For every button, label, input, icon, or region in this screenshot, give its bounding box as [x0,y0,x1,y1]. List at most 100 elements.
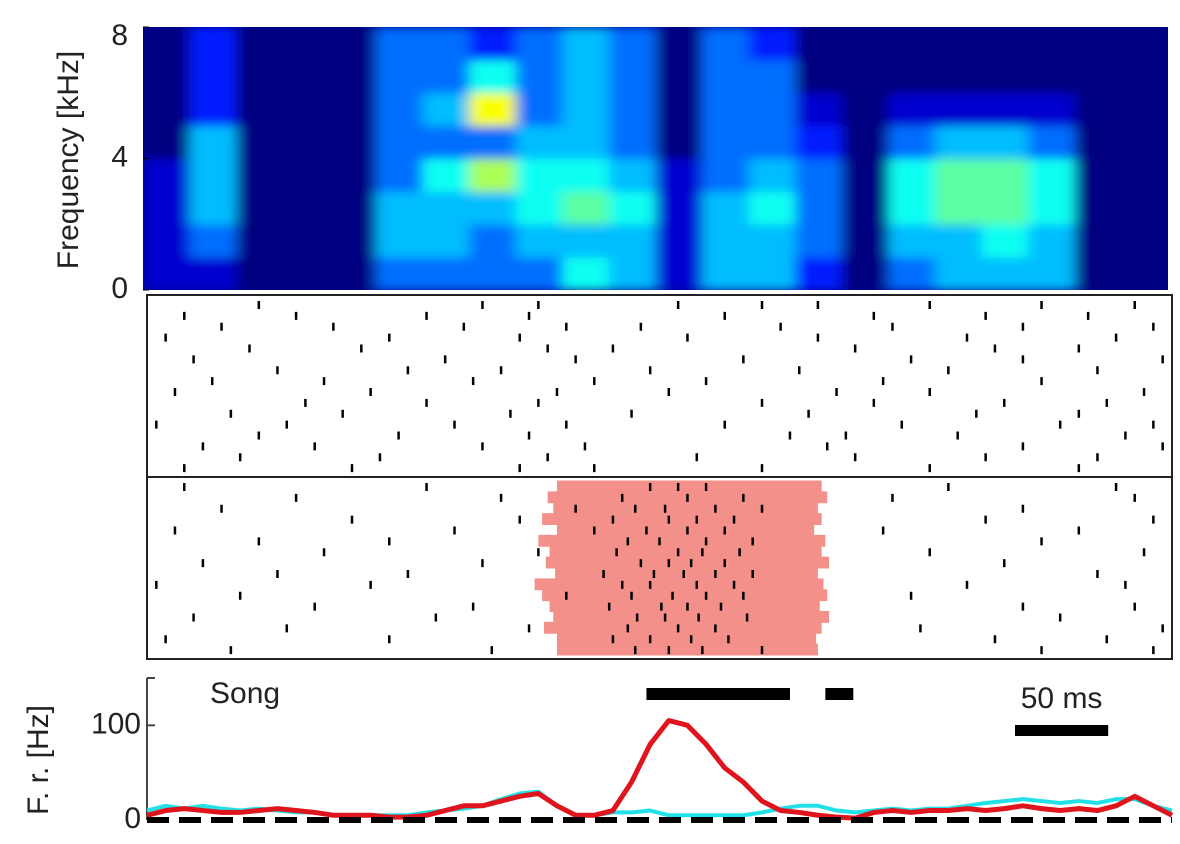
spectrogram-cell [189,27,237,61]
spectrogram-cell [282,92,330,127]
spectrogram-cell [375,59,424,94]
spectrogram-cell [329,92,377,127]
spectrogram-cell [515,92,563,127]
song-segment [646,688,790,700]
spectrogram-cell [469,257,517,290]
spectrogram-cell [329,158,377,192]
response-shade [557,632,817,645]
spectrogram-cell [329,27,377,61]
spectrogram-cell [469,59,517,94]
song-segment [825,688,854,700]
spectrogram-cell [1028,191,1076,225]
y-tick-label: 0 [124,802,141,835]
spectrogram-cell [1121,27,1168,61]
spectrogram-cell [562,191,610,225]
spectrogram-cell [702,125,750,159]
spectrogram-cell [888,92,936,127]
spectrogram-cell [143,224,191,258]
song-label: Song [210,677,280,710]
spectrogram-cell [282,125,330,159]
y-tick-label: 100 [91,707,141,740]
spectrogram-cell [981,27,1029,61]
spectrogram-cell [236,92,284,127]
spectrogram-cell [795,92,843,127]
spectrogram-cell [469,27,517,61]
spectrogram-cell [515,27,563,61]
spectrogram-cell [888,158,936,192]
spectrogram-cell [702,257,750,290]
spectrogram-cell [515,158,563,192]
spectrogram-cell [515,125,563,159]
y-tick-label: 4 [111,140,128,173]
spectrogram-cell [189,92,237,127]
spectrogram-cell [1074,125,1122,159]
spectrogram-cell [608,27,656,61]
spectrogram-cell [981,125,1029,159]
spectrogram-cell [655,191,703,225]
spectrogram-cell [236,224,284,258]
response-shade [555,567,818,580]
spectrogram-cell [1028,59,1076,94]
spectrogram-cell [189,224,237,258]
spectrogram-cell [795,27,843,61]
response-shade [557,480,822,493]
spectrogram-cell [515,191,563,225]
spectrogram-cell [981,158,1029,192]
y-tick-label: 8 [111,19,128,52]
spectrogram-cell [422,59,470,94]
spectrogram-cell [422,92,470,127]
spectrogram-cell [935,125,983,159]
spectrogram-cell [702,191,750,225]
spectrogram-cell [329,191,377,225]
spectrogram-cell [608,257,656,290]
spectrogram-cell [1074,92,1122,127]
spectrogram-cell [935,59,983,94]
spectrogram-cell [841,158,889,192]
spectrogram-cell [375,27,424,61]
spectrogram-cell [748,158,796,192]
spectrogram-cell [935,27,983,61]
spectrogram-cell [143,92,191,127]
spectrogram-cell [841,125,889,159]
response-shade [543,621,822,634]
spectrogram-cell [515,59,563,94]
spectrogram-cell [981,92,1029,127]
spectrogram-cell [748,191,796,225]
spectrogram-cell [375,158,424,192]
spectrogram-cell [935,224,983,258]
rate-line [146,718,1174,821]
response-shade [534,578,824,591]
spectrogram-cell [841,224,889,258]
spectrogram-cell [189,191,237,225]
spectrogram-cell [608,191,656,225]
spectrogram-cell [655,92,703,127]
spectrogram-cell [841,59,889,94]
spectrogram-cell [422,224,470,258]
spectrogram-cell [1028,92,1076,127]
y-axis-title: F. r. [Hz] [22,705,55,815]
spectrogram-cell [655,125,703,159]
spectrogram-cell [1074,59,1122,94]
spectrogram-cell [236,257,284,290]
spectrogram-cell [888,59,936,94]
spectrogram-cell [562,224,610,258]
spectrogram-cell [655,158,703,192]
spectrogram-cell [282,158,330,192]
spectrogram-cell [981,257,1029,290]
spectrogram-cell [469,224,517,258]
spectrogram-cell [608,125,656,159]
spectrogram-cell [1121,92,1168,127]
spectrogram-cell [282,27,330,61]
spectrogram-cell [795,59,843,94]
spectrogram-cell [562,125,610,159]
spectrogram-cell [469,92,517,127]
spectrogram-cell [422,125,470,159]
spectrogram-cell [702,27,750,61]
spectrogram [143,27,1168,290]
spectrogram-cell [795,257,843,290]
spectrogram-cell [375,92,424,127]
spectrogram-cell [143,59,191,94]
spectrogram-cell [655,224,703,258]
spectrogram-cell [795,191,843,225]
spectrogram-cell [375,125,424,159]
